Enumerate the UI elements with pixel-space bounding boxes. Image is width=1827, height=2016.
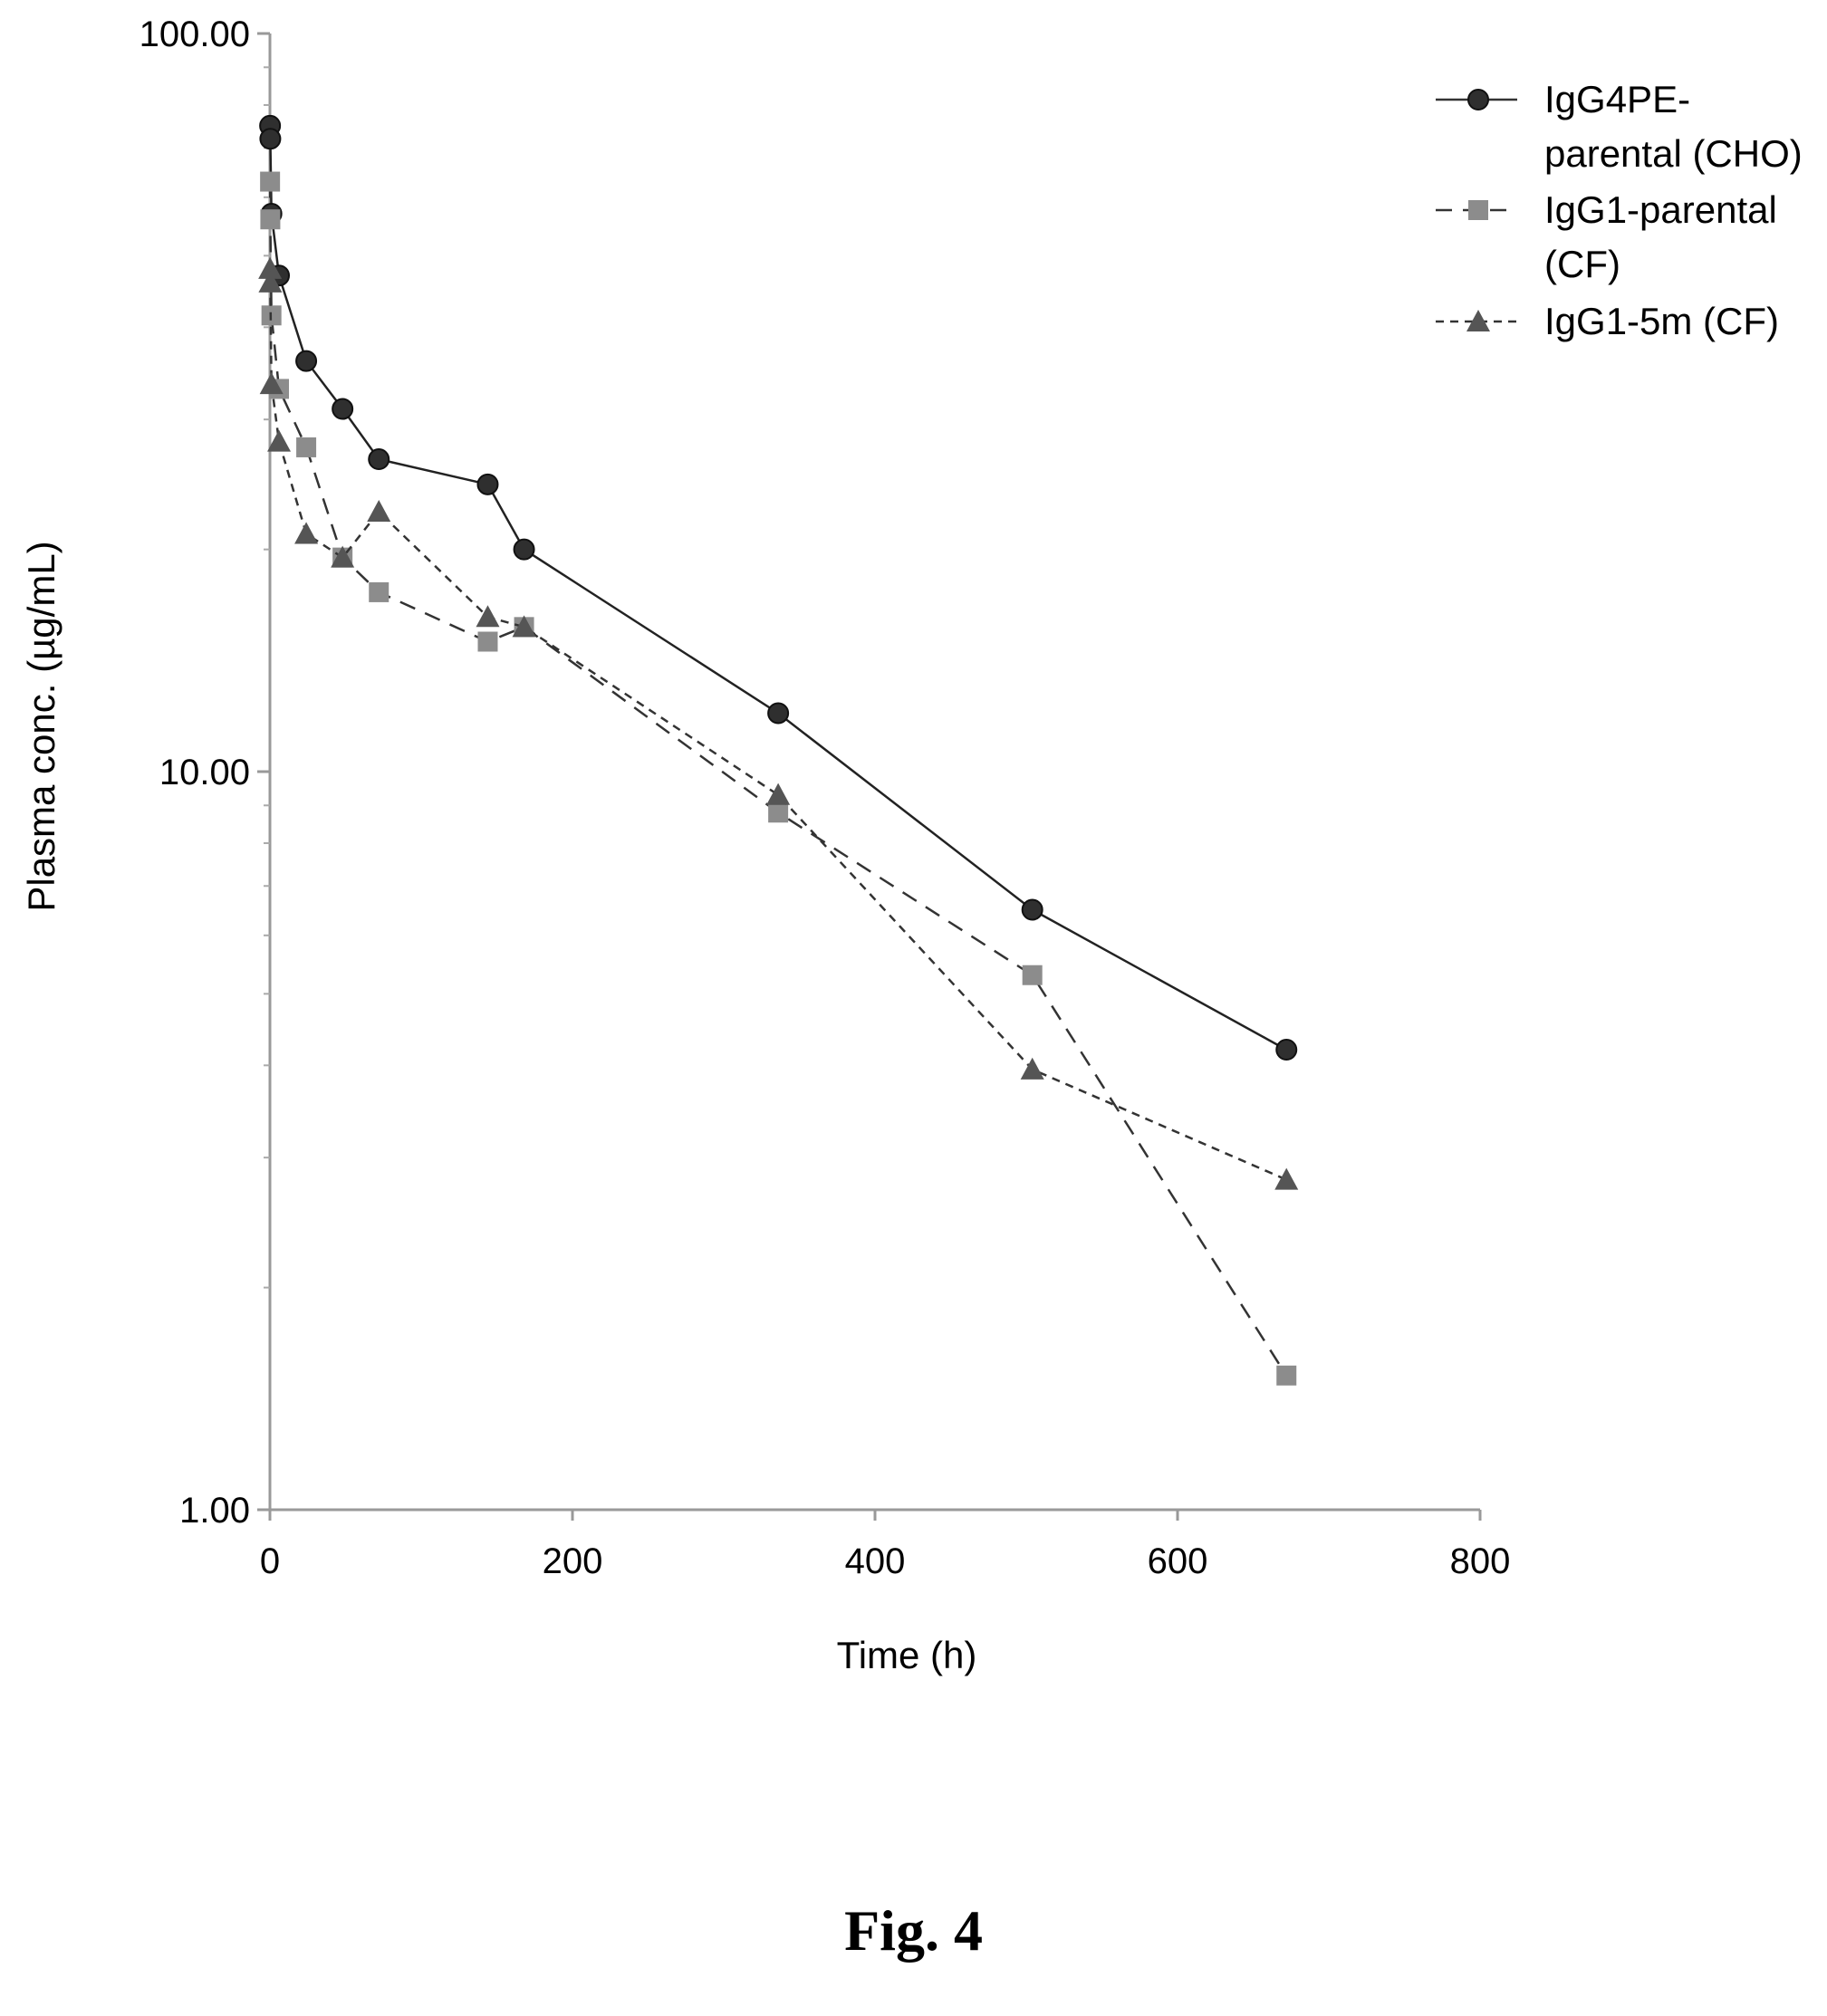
legend-marker bbox=[1467, 89, 1489, 110]
legend-entry: IgG1-5m (CF) bbox=[1436, 300, 1779, 342]
data-point bbox=[259, 372, 284, 395]
legend-label: (CF) bbox=[1544, 243, 1620, 285]
data-point bbox=[294, 522, 319, 544]
y-tick-label: 10.00 bbox=[159, 753, 250, 792]
x-tick-label: 600 bbox=[1148, 1541, 1208, 1581]
legend-marker bbox=[1468, 200, 1488, 220]
legend-label: IgG1-parental bbox=[1544, 188, 1777, 231]
data-point bbox=[766, 782, 791, 805]
series-line bbox=[268, 125, 1287, 1051]
series-line bbox=[268, 181, 1288, 1377]
y-tick-label: 100.00 bbox=[139, 14, 250, 54]
axes: 1.00 10.00 100.00 0 200 400 600 800 Time (h) Pl… bbox=[20, 14, 1510, 1676]
series-line bbox=[268, 268, 1287, 1181]
data-point bbox=[768, 802, 789, 823]
data-point bbox=[1020, 1057, 1044, 1080]
data-point bbox=[477, 631, 498, 652]
x-tick-label: 400 bbox=[845, 1541, 906, 1581]
data-point bbox=[331, 545, 355, 568]
data-point bbox=[476, 473, 499, 495]
data-point bbox=[259, 128, 282, 150]
series-1 bbox=[259, 114, 1298, 1061]
data-series bbox=[258, 114, 1299, 1386]
y-tick-label: 1.00 bbox=[179, 1491, 250, 1531]
legend-marker bbox=[1466, 310, 1490, 332]
data-point bbox=[368, 448, 390, 471]
data-point bbox=[267, 429, 292, 452]
data-point bbox=[1275, 1039, 1298, 1061]
x-axis-label: Time (h) bbox=[837, 1634, 977, 1676]
data-point bbox=[767, 702, 790, 725]
legend-entry: IgG4PE-parental (CHO) bbox=[1436, 78, 1803, 175]
tick-labels: 1.00 10.00 100.00 0 200 400 600 800 bbox=[139, 14, 1511, 1581]
figure-caption: Fig. 4 bbox=[844, 1898, 983, 1963]
legend-label: parental (CHO) bbox=[1544, 132, 1803, 175]
data-point bbox=[258, 256, 283, 279]
data-point bbox=[260, 171, 281, 192]
data-point bbox=[1022, 965, 1043, 985]
data-point bbox=[1021, 898, 1043, 921]
data-point bbox=[295, 350, 318, 372]
x-tick-label: 200 bbox=[543, 1541, 603, 1581]
data-point bbox=[260, 209, 281, 230]
x-tick-label: 0 bbox=[260, 1541, 280, 1581]
y-axis-label: Plasma conc. (µg/mL) bbox=[20, 541, 63, 911]
series-3 bbox=[258, 256, 1299, 1190]
legend-label: IgG1-5m (CF) bbox=[1544, 300, 1779, 342]
series-2 bbox=[260, 171, 1297, 1386]
data-point bbox=[332, 398, 354, 420]
data-point bbox=[1274, 1167, 1299, 1190]
tick-marks bbox=[257, 32, 1482, 1521]
data-point bbox=[367, 499, 391, 523]
data-point bbox=[1276, 1365, 1297, 1386]
legend-label: IgG4PE- bbox=[1544, 78, 1690, 120]
data-point bbox=[258, 270, 283, 293]
data-point bbox=[513, 538, 535, 561]
data-point bbox=[476, 605, 500, 628]
legend: IgG4PE-parental (CHO)IgG1-parental(CF)Ig… bbox=[1436, 78, 1803, 342]
data-point bbox=[512, 615, 536, 638]
legend-entry: IgG1-parental (CF) bbox=[1436, 188, 1777, 285]
data-point bbox=[369, 581, 389, 602]
x-tick-label: 800 bbox=[1450, 1541, 1511, 1581]
data-point bbox=[296, 437, 317, 457]
